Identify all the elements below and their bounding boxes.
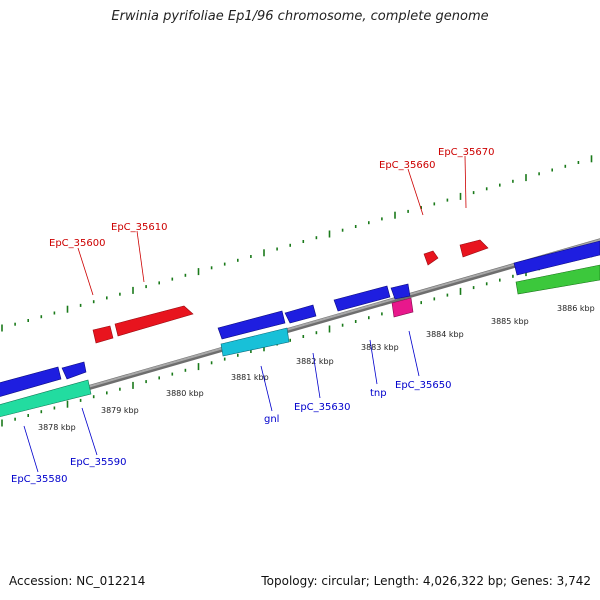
gene-label-gnl[interactable]: gnl (264, 414, 279, 425)
gene-feature-epc-35580[interactable] (0, 366, 62, 398)
scale-label: 3883 kbp (361, 343, 399, 352)
callout-line (77, 247, 94, 296)
magenta-feature[interactable] (391, 297, 414, 318)
reverse-strand-ticks (1, 250, 593, 427)
gene-feature-epc-35650[interactable] (390, 283, 411, 300)
gene-feature-epc-35600[interactable] (92, 325, 114, 344)
map-title: Erwinia pyrifoliae Ep1/96 chromosome, co… (111, 9, 489, 24)
gene-label-epc-35660[interactable]: EpC_35660 (379, 160, 435, 171)
gene-label-epc-35630[interactable]: EpC_35630 (294, 402, 350, 413)
callout-line (136, 230, 145, 283)
forward-genes (92, 239, 489, 344)
gene-label-epc-35670[interactable]: EpC_35670 (438, 147, 494, 158)
scale-label: 3882 kbp (296, 357, 334, 366)
callout-line (23, 425, 39, 473)
scale-label: 3878 kbp (38, 423, 76, 432)
scale-label: 3885 kbp (491, 317, 529, 326)
scale-label: 3884 kbp (426, 330, 464, 339)
callout-line (408, 330, 420, 377)
callout-line (260, 365, 273, 412)
scale-labels: 3878 kbp 3879 kbp 3880 kbp 3881 kbp 3882… (38, 304, 595, 432)
other-features (0, 264, 600, 418)
gene-feature-epc-35590[interactable] (61, 361, 87, 380)
reverse-genes (0, 240, 600, 398)
scale-label: 3879 kbp (101, 406, 139, 415)
cyan-feature[interactable] (220, 327, 290, 357)
forward-gene-callouts: EpC_35600 EpC_35610 EpC_35660 EpC_35670 (49, 147, 494, 296)
gene-feature-right-edge[interactable] (513, 240, 600, 276)
callout-line (407, 168, 424, 216)
green-feature-right[interactable] (515, 264, 600, 295)
chromosome-backbone-highlight (0, 238, 600, 414)
scale-label: 3881 kbp (231, 373, 269, 382)
scale-label: 3880 kbp (166, 389, 204, 398)
gene-label-epc-35610[interactable]: EpC_35610 (111, 222, 167, 233)
gene-feature-tnp[interactable] (333, 285, 391, 312)
genome-summary-text: Topology: circular; Length: 4,026,322 bp… (261, 574, 591, 588)
accession-text: Accession: NC_012214 (9, 574, 146, 588)
gene-feature-epc-35660[interactable] (423, 250, 439, 266)
gene-feature-epc-35670[interactable] (459, 239, 489, 258)
gene-feature-gnl[interactable] (217, 310, 286, 340)
gene-feature-epc-35630[interactable] (284, 304, 317, 324)
gene-feature-epc-35610[interactable] (114, 305, 194, 337)
gene-label-epc-35600[interactable]: EpC_35600 (49, 238, 105, 249)
reverse-gene-callouts: EpC_35580 EpC_35590 gnl EpC_35630 tnp Ep… (11, 330, 451, 485)
gene-label-epc-35650[interactable]: EpC_35650 (395, 380, 451, 391)
gene-label-epc-35580[interactable]: EpC_35580 (11, 474, 67, 485)
callout-line (464, 155, 467, 209)
callout-line (369, 339, 378, 385)
callout-line (312, 352, 321, 399)
gene-label-tnp[interactable]: tnp (370, 388, 387, 399)
gene-label-epc-35590[interactable]: EpC_35590 (70, 457, 126, 468)
callout-line (81, 407, 98, 456)
scale-label: 3886 kbp (557, 304, 595, 313)
forward-strand-ticks (1, 155, 593, 332)
teal-feature-left[interactable] (0, 379, 92, 418)
